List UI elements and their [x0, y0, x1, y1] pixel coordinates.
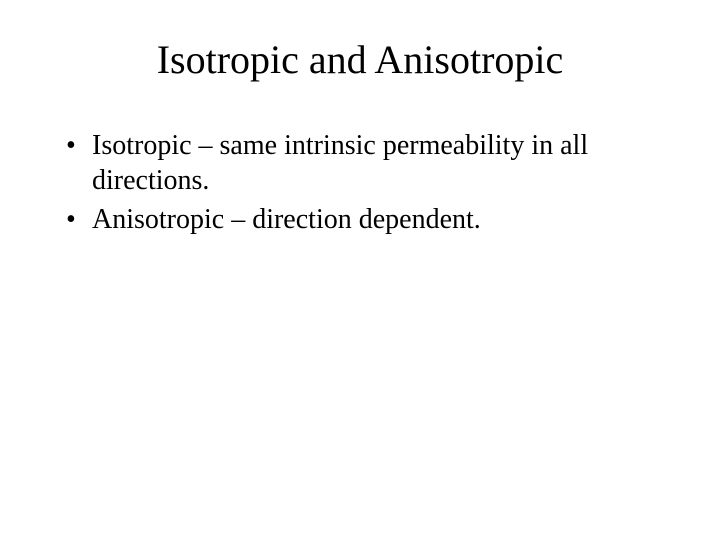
bullet-list: Isotropic – same intrinsic permeability …: [54, 128, 666, 237]
list-item: Anisotropic – direction dependent.: [66, 202, 666, 237]
slide: Isotropic and Anisotropic Isotropic – sa…: [0, 0, 720, 540]
list-item: Isotropic – same intrinsic permeability …: [66, 128, 666, 198]
slide-title: Isotropic and Anisotropic: [54, 36, 666, 84]
